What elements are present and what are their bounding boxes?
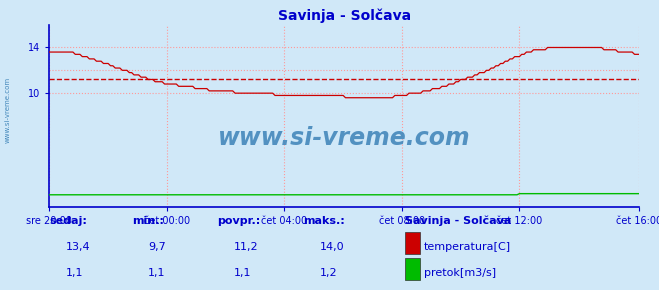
Text: 11,2: 11,2 bbox=[234, 242, 258, 252]
Text: maks.:: maks.: bbox=[303, 216, 345, 226]
Text: www.si-vreme.com: www.si-vreme.com bbox=[5, 77, 11, 143]
Text: Savinja - Solčava: Savinja - Solčava bbox=[405, 216, 511, 226]
Text: www.si-vreme.com: www.si-vreme.com bbox=[218, 126, 471, 150]
Text: 9,7: 9,7 bbox=[148, 242, 166, 252]
Text: 1,1: 1,1 bbox=[148, 269, 166, 278]
Text: sedaj:: sedaj: bbox=[49, 216, 87, 226]
Text: 14,0: 14,0 bbox=[320, 242, 344, 252]
Text: 13,4: 13,4 bbox=[66, 242, 90, 252]
Text: 1,2: 1,2 bbox=[320, 269, 337, 278]
Text: povpr.:: povpr.: bbox=[217, 216, 261, 226]
Text: min.:: min.: bbox=[132, 216, 163, 226]
Text: temperatura[C]: temperatura[C] bbox=[424, 242, 511, 252]
Text: 1,1: 1,1 bbox=[234, 269, 252, 278]
Title: Savinja - Solčava: Savinja - Solčava bbox=[277, 9, 411, 23]
Text: 1,1: 1,1 bbox=[66, 269, 84, 278]
Text: pretok[m3/s]: pretok[m3/s] bbox=[424, 268, 496, 278]
